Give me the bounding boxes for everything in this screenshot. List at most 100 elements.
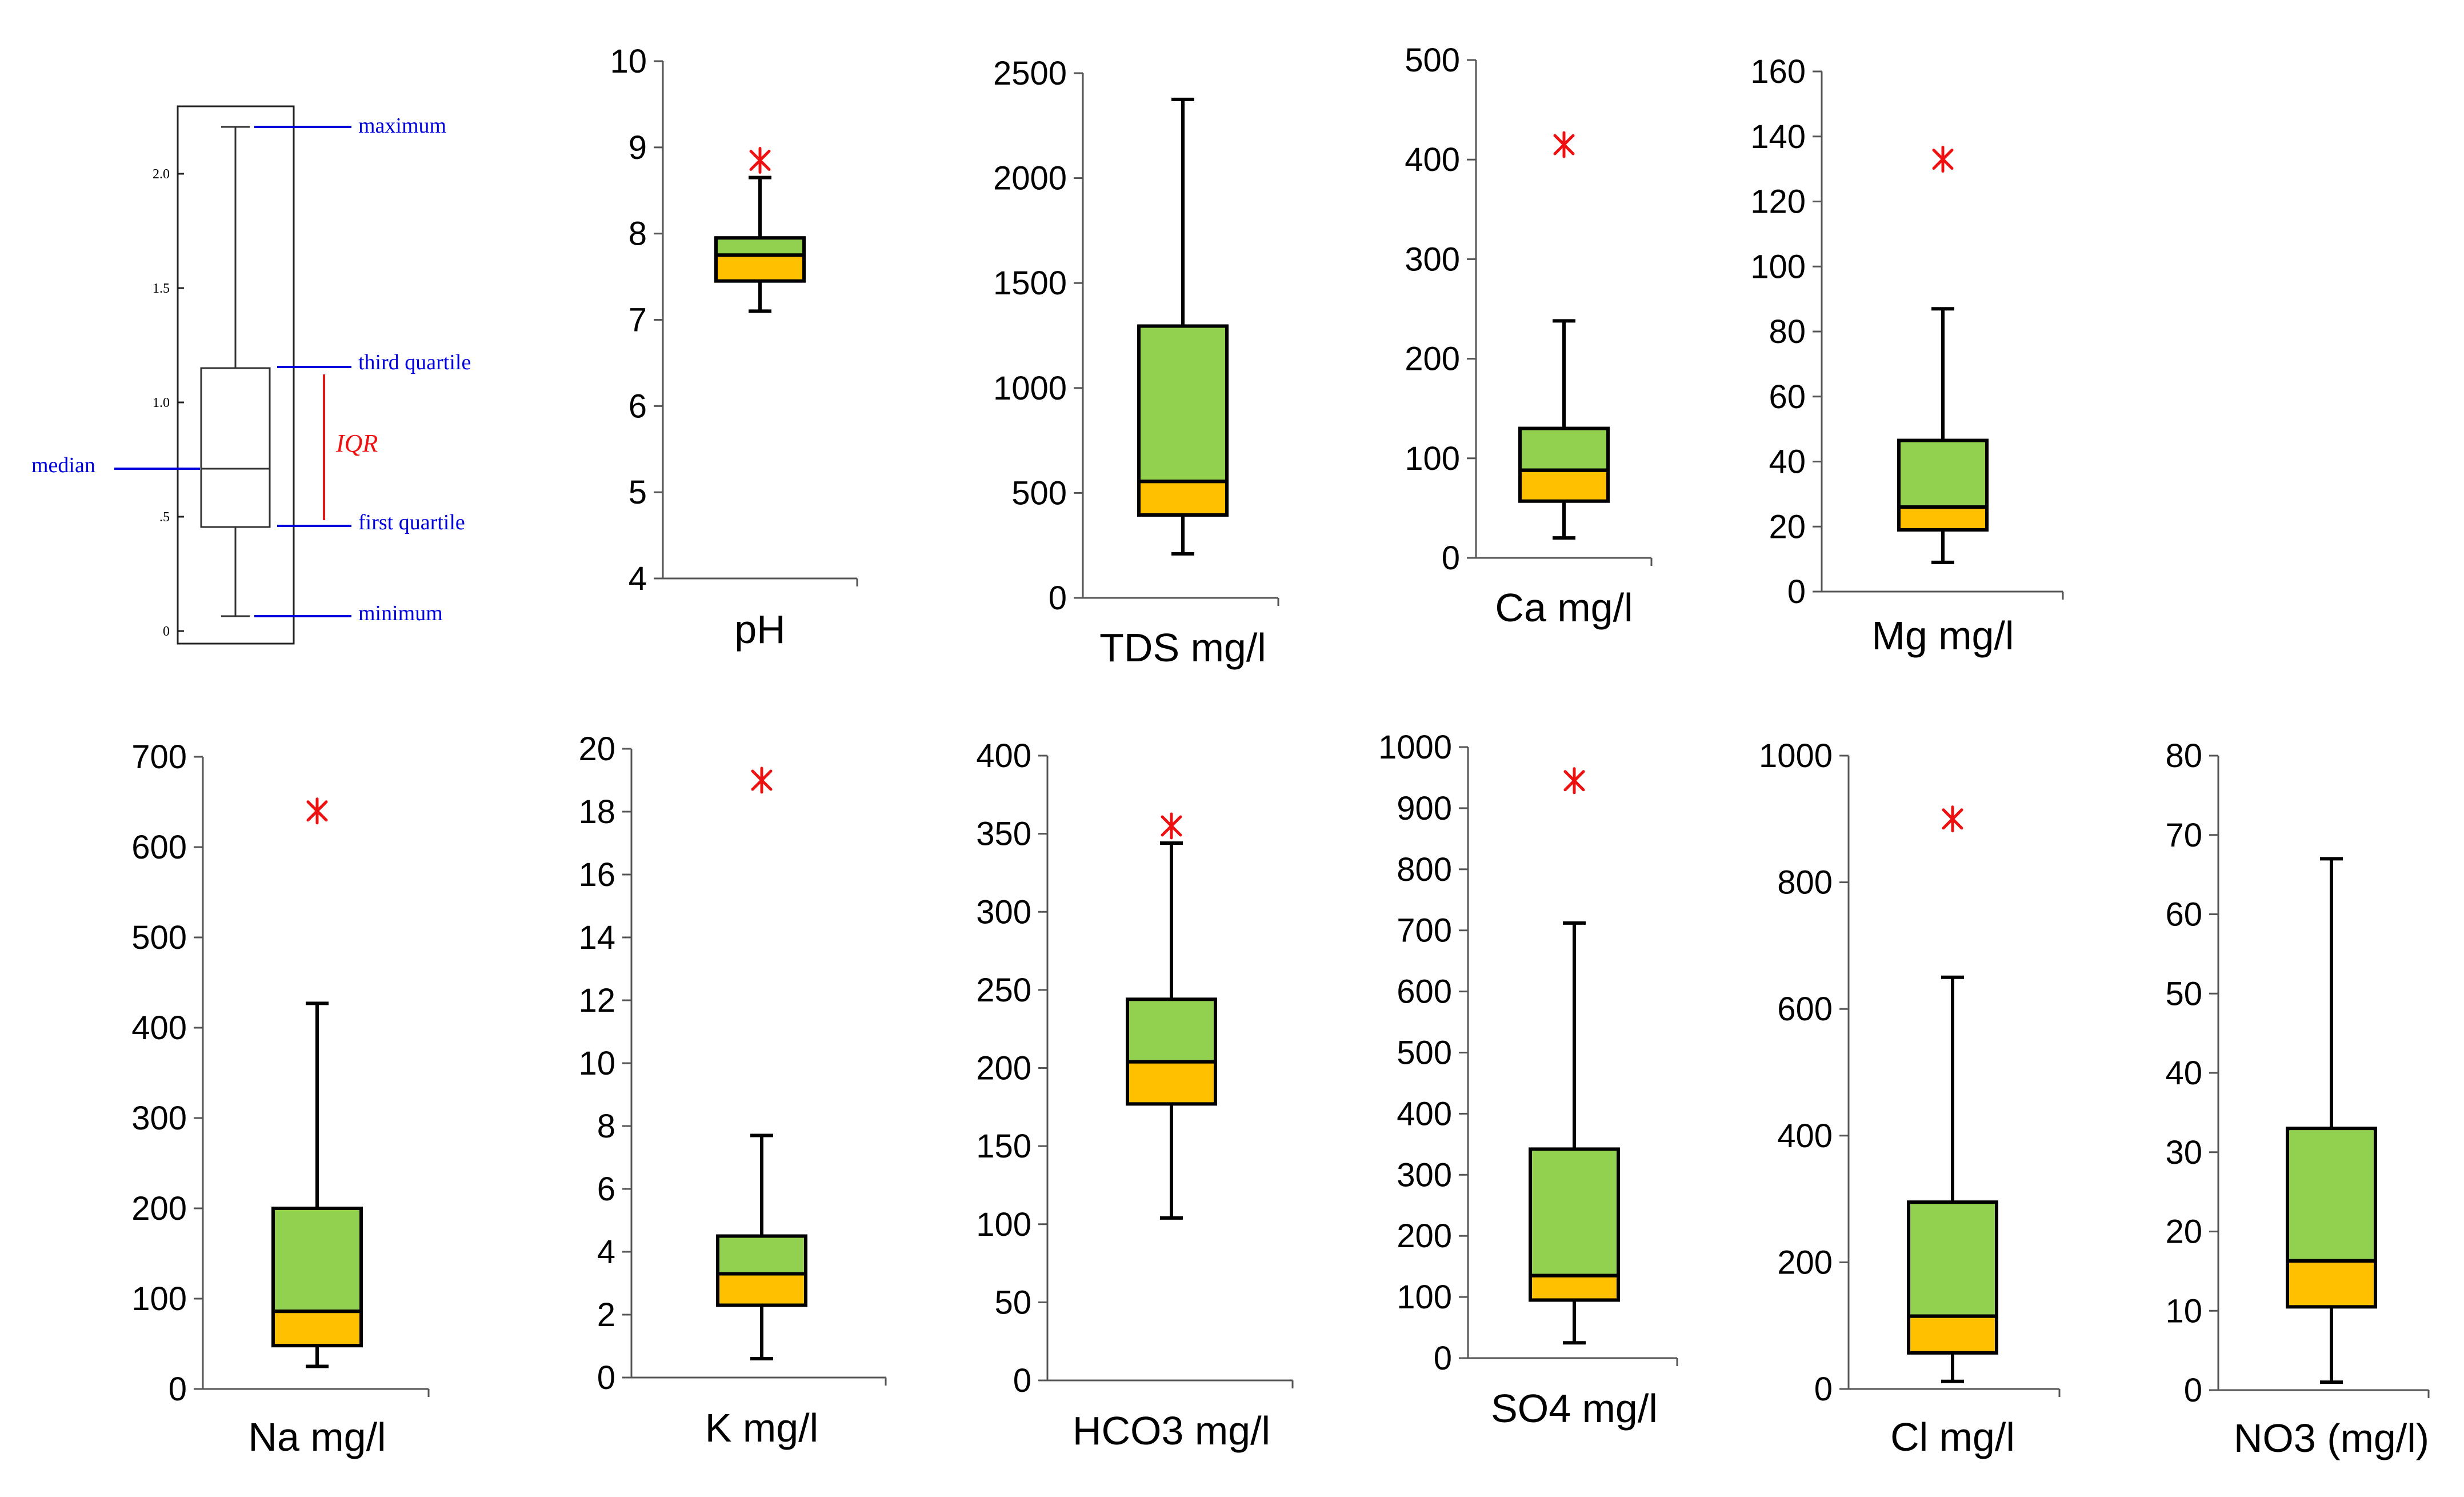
box-plot-panel: 0 200 400 600 800 1000 Cl mg/l [1759, 737, 2061, 1459]
y-tick-label: 10 [578, 1045, 615, 1082]
y-tick-label: 400 [1777, 1117, 1833, 1155]
y-tick-label: 600 [131, 829, 187, 866]
median-label: median [31, 453, 95, 477]
y-tick-label: 8 [629, 215, 647, 253]
y-tick-label: 50 [994, 1284, 1031, 1321]
y-tick-label: 70 [2165, 817, 2202, 854]
y-tick-label: 200 [1405, 341, 1460, 378]
outlier-marker [1563, 767, 1585, 795]
y-tick-label: 140 [1750, 118, 1806, 155]
y-tick-label: 2000 [993, 160, 1067, 197]
lower-box-median-q1 [716, 1272, 807, 1307]
y-tick-label: 100 [976, 1206, 1031, 1243]
y-tick-label: 30 [2165, 1134, 2202, 1171]
y-tick-label: 150 [976, 1128, 1031, 1165]
y-tick-label: 160 [1750, 53, 1806, 90]
y-tick-label: 0 [2184, 1372, 2202, 1409]
legend-box [200, 367, 271, 528]
box-plot-panel: 0 100 200 300 400 500 600 700 Na mg/l [131, 738, 430, 1459]
minimum-label: minimum [358, 601, 443, 625]
y-tick-label: 6 [629, 388, 647, 425]
y-tick-label: 700 [1397, 912, 1452, 949]
y-tick-label: 200 [976, 1050, 1031, 1087]
iqr-label: IQR [335, 429, 378, 457]
y-tick-label: 300 [131, 1100, 187, 1137]
outlier-marker [749, 146, 771, 174]
box-plot-panel: 0 100 200 300 400 500 600 700 800 900 1000 SO4 mg/l [1378, 729, 1678, 1431]
y-tick-label: 60 [2165, 896, 2202, 933]
y-tick-label: 0 [1814, 1371, 1833, 1408]
y-tick-label: 10 [610, 43, 647, 80]
box-plot-panel: 0 50 100 150 200 250 300 350 400 HCO3 mg/l [976, 737, 1294, 1453]
lower-box-median-q1 [714, 253, 806, 283]
y-tick-label: 200 [131, 1190, 187, 1227]
y-tick-label: 40 [1769, 444, 1806, 481]
x-axis-label: Mg mg/l [1872, 613, 2014, 658]
upper-box-q3-median [1137, 324, 1229, 484]
y-tick-label: 100 [1750, 248, 1806, 285]
y-tick-label: 100 [1397, 1279, 1452, 1316]
y-tick-label: 800 [1777, 864, 1833, 901]
y-tick-label: 100 [1405, 440, 1460, 477]
y-tick-label: 600 [1397, 973, 1452, 1011]
x-axis-label: TDS mg/l [1099, 625, 1266, 670]
y-tick-label: 1500 [993, 265, 1067, 302]
box-plot-panel: 0 10 20 30 40 50 60 70 80 NO3 (mg/l) [2165, 737, 2430, 1460]
box-plot-panel: 0 2 4 6 8 10 12 14 16 18 20 K mg/l [578, 730, 887, 1450]
x-axis-label: Cl mg/l [1890, 1415, 2015, 1459]
y-tick-label: 5 [629, 474, 647, 511]
outlier-marker [1932, 146, 1954, 173]
upper-box-q3-median [271, 1207, 363, 1314]
y-tick-label: 50 [2165, 975, 2202, 1012]
lower-box-median-q1 [1897, 505, 1989, 532]
y-tick-label: 500 [1405, 42, 1460, 79]
y-tick-label: 1000 [993, 370, 1067, 407]
x-axis-label: Ca mg/l [1495, 585, 1633, 630]
y-tick-label: 300 [1397, 1156, 1452, 1193]
y-tick-label: 4 [629, 560, 647, 597]
upper-box-q3-median [1529, 1147, 1620, 1278]
y-tick-label: 900 [1397, 790, 1452, 827]
y-tick-label: 7 [629, 302, 647, 339]
x-axis-label: SO4 mg/l [1491, 1386, 1658, 1431]
y-tick-label: 0 [1434, 1340, 1452, 1377]
y-tick-label: 80 [2165, 737, 2202, 775]
upper-box-q3-median [2286, 1127, 2377, 1263]
y-tick-label: 500 [1011, 474, 1067, 512]
lower-box-median-q1 [1518, 468, 1610, 503]
y-tick-label: 60 [1769, 378, 1806, 416]
box-plot-panel: 4 5 6 7 8 9 10 pH [610, 43, 858, 652]
y-tick-label: 350 [976, 816, 1031, 853]
legend-tick-label: 2.0 [153, 167, 170, 182]
third-quartile-label: third quartile [358, 350, 471, 374]
y-tick-label: 80 [1769, 313, 1806, 350]
y-tick-label: 300 [976, 893, 1031, 931]
y-tick-label: 120 [1750, 183, 1806, 221]
y-tick-label: 20 [578, 730, 615, 768]
upper-box-q3-median [1897, 438, 1989, 509]
y-tick-label: 400 [1397, 1095, 1452, 1132]
y-tick-label: 200 [1777, 1244, 1833, 1281]
outlier-marker [1553, 131, 1575, 158]
lower-box-median-q1 [1126, 1060, 1217, 1106]
outlier-marker [1942, 805, 1963, 833]
legend-frame [177, 105, 295, 645]
y-tick-label: 400 [1405, 141, 1460, 178]
y-tick-label: 0 [1013, 1362, 1031, 1399]
y-tick-label: 400 [131, 1009, 187, 1047]
upper-box-q3-median [1907, 1200, 1998, 1318]
outlier-marker [1161, 812, 1182, 840]
outlier-marker [751, 767, 773, 794]
y-tick-label: 2 [597, 1296, 615, 1334]
y-tick-label: 0 [1787, 573, 1806, 610]
y-tick-label: 20 [1769, 508, 1806, 545]
box-plot-panel: 0 20 40 60 80 100 120 140 160 Mg mg/l [1750, 53, 2064, 658]
x-axis-label: NO3 (mg/l) [2234, 1416, 2429, 1460]
y-tick-label: 0 [1049, 580, 1067, 617]
legend-diagram: 0 .5 1.0 1.5 2.0 maximum third quartile … [31, 105, 471, 645]
x-axis-label: pH [734, 607, 785, 652]
y-tick-label: 0 [1442, 540, 1460, 577]
y-tick-label: 0 [597, 1359, 615, 1396]
